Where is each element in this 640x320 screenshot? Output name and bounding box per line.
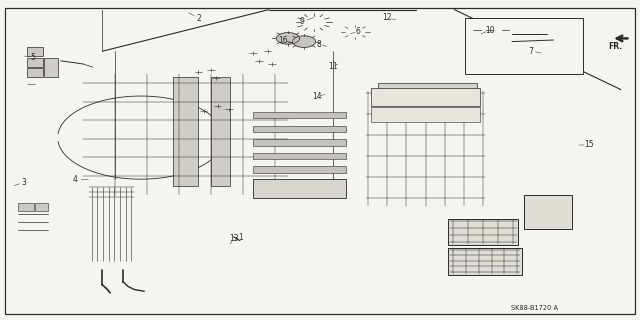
Bar — [253, 179, 346, 198]
Polygon shape — [302, 105, 332, 115]
Bar — [526, 196, 570, 227]
Polygon shape — [223, 243, 242, 249]
Ellipse shape — [345, 26, 365, 38]
Bar — [378, 83, 477, 96]
Polygon shape — [134, 179, 147, 262]
Polygon shape — [276, 33, 300, 44]
Bar — [27, 68, 43, 77]
Bar — [371, 88, 480, 106]
Polygon shape — [518, 51, 557, 64]
Polygon shape — [88, 186, 134, 262]
Polygon shape — [292, 36, 316, 47]
Text: 15: 15 — [584, 140, 594, 149]
Bar — [371, 107, 480, 122]
Polygon shape — [323, 61, 355, 74]
Text: 5: 5 — [31, 53, 36, 62]
Polygon shape — [83, 261, 138, 270]
Polygon shape — [77, 179, 333, 198]
Ellipse shape — [322, 33, 328, 37]
Polygon shape — [486, 120, 538, 176]
Bar — [524, 195, 572, 229]
Polygon shape — [77, 51, 333, 70]
Polygon shape — [538, 96, 576, 200]
Polygon shape — [275, 26, 371, 46]
Text: FR.: FR. — [609, 42, 623, 51]
Bar — [35, 203, 48, 211]
Polygon shape — [365, 19, 413, 34]
Text: 12: 12 — [383, 13, 392, 22]
Bar — [253, 153, 346, 159]
Polygon shape — [14, 195, 63, 202]
Bar — [448, 219, 518, 245]
Text: 7: 7 — [529, 47, 534, 56]
Bar — [253, 139, 346, 146]
Bar — [211, 77, 230, 186]
Bar — [44, 58, 58, 77]
Bar — [253, 112, 346, 118]
Bar — [27, 47, 43, 56]
Polygon shape — [250, 112, 349, 179]
Text: 9: 9 — [300, 17, 305, 26]
Polygon shape — [314, 42, 346, 56]
Polygon shape — [52, 195, 63, 242]
Ellipse shape — [96, 283, 109, 288]
Ellipse shape — [301, 14, 326, 30]
Bar — [253, 166, 346, 173]
Polygon shape — [486, 77, 506, 208]
Text: 14: 14 — [312, 92, 322, 101]
Text: 1: 1 — [238, 233, 243, 242]
Polygon shape — [365, 77, 506, 90]
Text: SK88-B1720 A: SK88-B1720 A — [511, 305, 558, 311]
Polygon shape — [88, 179, 147, 186]
Bar — [448, 248, 522, 275]
Polygon shape — [61, 32, 74, 80]
Text: 8: 8 — [316, 40, 321, 49]
Polygon shape — [24, 32, 74, 40]
Text: 10: 10 — [484, 26, 495, 35]
Ellipse shape — [366, 26, 379, 34]
Polygon shape — [14, 202, 52, 242]
Text: 3: 3 — [22, 178, 27, 187]
Ellipse shape — [389, 20, 402, 28]
Polygon shape — [77, 51, 115, 198]
Text: 6: 6 — [356, 27, 361, 36]
Bar — [27, 58, 43, 67]
Text: 16: 16 — [278, 36, 288, 45]
Polygon shape — [250, 179, 349, 205]
Bar — [173, 77, 198, 186]
Polygon shape — [314, 91, 346, 103]
Bar — [18, 203, 34, 211]
Ellipse shape — [288, 40, 294, 44]
Polygon shape — [24, 40, 61, 80]
Bar — [541, 99, 573, 197]
Bar — [465, 18, 583, 74]
Text: 11: 11 — [328, 62, 337, 71]
Text: 2: 2 — [196, 14, 201, 23]
Ellipse shape — [116, 280, 129, 285]
Text: 13: 13 — [228, 234, 239, 243]
Text: 4: 4 — [73, 175, 78, 184]
Ellipse shape — [352, 38, 358, 42]
Polygon shape — [229, 232, 248, 241]
Polygon shape — [512, 34, 554, 42]
Bar — [253, 126, 346, 132]
Polygon shape — [294, 51, 333, 198]
Polygon shape — [77, 70, 294, 198]
Polygon shape — [83, 266, 148, 270]
Polygon shape — [365, 90, 486, 208]
